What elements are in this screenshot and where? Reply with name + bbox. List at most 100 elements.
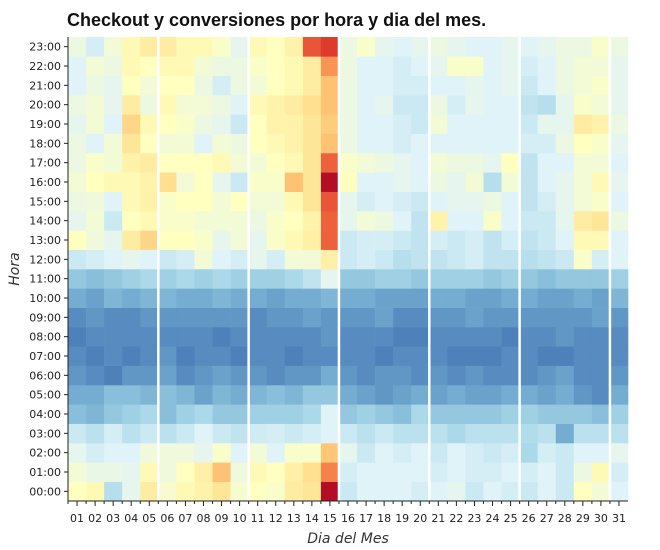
heatmap-cell	[537, 211, 557, 231]
heatmap-cell	[176, 37, 195, 57]
heatmap-cell	[194, 404, 213, 424]
heatmap-cell	[609, 75, 629, 96]
heatmap-cell	[591, 56, 611, 76]
heatmap-cell	[411, 230, 430, 250]
heatmap-cell	[573, 288, 593, 308]
heatmap-cell	[501, 423, 520, 444]
heatmap-cell	[158, 481, 177, 502]
heatmap-cell	[194, 133, 213, 154]
heatmap-cell	[393, 75, 412, 96]
heatmap-cell	[176, 307, 195, 328]
heatmap-cell	[302, 75, 322, 96]
heatmap-cell	[555, 423, 575, 444]
heatmap-cell	[140, 404, 159, 424]
x-tick-label: 20	[413, 512, 427, 525]
heatmap-cell	[104, 191, 123, 212]
heatmap-cell	[573, 404, 593, 424]
heatmap-cell	[194, 346, 213, 366]
heatmap-cell	[68, 191, 87, 212]
heatmap-cell	[194, 443, 213, 463]
heatmap-cell	[248, 56, 268, 76]
heatmap-cell	[393, 481, 412, 502]
heatmap-cell	[429, 133, 448, 154]
heatmap-cell	[320, 443, 340, 463]
heatmap-cell	[609, 404, 629, 424]
heatmap-cell	[447, 346, 466, 366]
heatmap-cell	[230, 37, 249, 57]
heatmap-cell	[393, 307, 412, 328]
heatmap-cell	[212, 481, 231, 502]
heatmap-cell	[465, 56, 484, 76]
heatmap-cell	[320, 327, 340, 347]
heatmap-cell	[393, 95, 412, 115]
heatmap-cell	[212, 211, 231, 231]
heatmap-cell	[266, 153, 286, 173]
heatmap-cell	[357, 37, 376, 57]
heatmap-cell	[501, 114, 520, 134]
heatmap-cell	[86, 211, 105, 231]
heatmap-cell	[447, 230, 466, 250]
heatmap-cell	[393, 385, 412, 405]
heatmap-cell	[140, 443, 159, 463]
heatmap-cell	[501, 307, 520, 328]
heatmap-cell	[555, 37, 575, 57]
heatmap-cell	[176, 404, 195, 424]
heatmap-cell	[212, 230, 231, 250]
heatmap-cell	[176, 288, 195, 308]
heatmap-cell	[465, 481, 484, 502]
heatmap-cell	[266, 346, 286, 366]
y-tick-label: 08:00	[29, 331, 61, 344]
heatmap-cell	[320, 133, 340, 154]
heatmap-cell	[338, 327, 358, 347]
heatmap-cell	[86, 423, 105, 444]
heatmap-cell	[519, 481, 538, 502]
heatmap-cell	[302, 56, 322, 76]
x-tick-label: 14	[305, 512, 319, 525]
heatmap-cell	[248, 172, 268, 192]
heatmap-cell	[447, 114, 466, 134]
heatmap-cell	[501, 249, 520, 270]
heatmap-cell	[230, 133, 249, 154]
x-tick-label: 28	[558, 512, 572, 525]
heatmap-cell	[465, 37, 484, 57]
heatmap-cell	[483, 249, 502, 270]
heatmap-cell	[393, 327, 412, 347]
heatmap-cell	[320, 423, 340, 444]
heatmap-cell	[429, 385, 448, 405]
heatmap-cell	[591, 153, 611, 173]
heatmap-cell	[411, 37, 430, 57]
heatmap-cell	[302, 365, 322, 386]
heatmap-cell	[519, 37, 538, 57]
heatmap-cell	[483, 114, 502, 134]
heatmap-cell	[104, 230, 123, 250]
heatmap-cell	[230, 211, 249, 231]
y-tick-label: 18:00	[29, 137, 61, 150]
heatmap-cell	[537, 249, 557, 270]
heatmap-cell	[302, 423, 322, 444]
heatmap-cell	[140, 37, 159, 57]
heatmap-cell	[302, 153, 322, 173]
heatmap-cell	[86, 288, 105, 308]
heatmap-cell	[519, 443, 538, 463]
heatmap-cell	[357, 307, 376, 328]
heatmap-cell	[158, 443, 177, 463]
heatmap-cell	[248, 462, 268, 482]
x-tick-label: 21	[431, 512, 445, 525]
heatmap-cell	[266, 191, 286, 212]
heatmap-cell	[537, 37, 557, 57]
heatmap-cell	[555, 269, 575, 289]
heatmap-cell	[555, 404, 575, 424]
heatmap-cell	[176, 172, 195, 192]
heatmap-cell	[609, 288, 629, 308]
heatmap-cell	[284, 385, 304, 405]
heatmap-cell	[230, 462, 249, 482]
x-tick-label: 01	[70, 512, 84, 525]
heatmap-cell	[393, 37, 412, 57]
heatmap-cell	[411, 365, 430, 386]
heatmap-cell	[68, 95, 87, 115]
heatmap-cell	[519, 172, 538, 192]
heatmap-cell	[609, 346, 629, 366]
heatmap-cell	[320, 37, 340, 57]
heatmap-cell	[537, 191, 557, 212]
heatmap-cell	[411, 346, 430, 366]
